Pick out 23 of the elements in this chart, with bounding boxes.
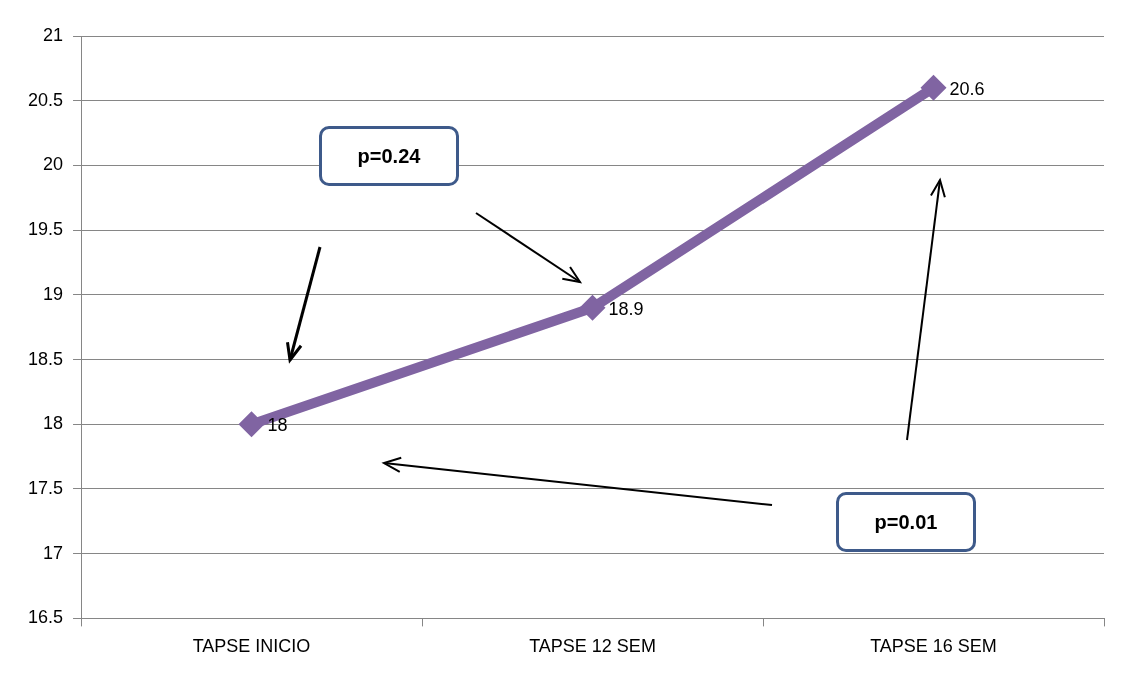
point [920,74,947,101]
x-tick-label: TAPSE INICIO [192,636,311,657]
x-tick-label: TAPSE 16 SEM [870,636,997,657]
callout-box: p=0.01 [836,492,976,552]
x-tick-label: TAPSE 12 SEM [529,636,656,657]
y-tick-label: 21 [43,24,64,45]
point [579,294,606,321]
data-label: 18 [267,415,288,436]
y-tick-label: 19 [43,283,64,304]
y-tick-label: 17 [43,542,64,563]
y-tick-label: 17.5 [27,477,64,498]
annotation: p=0.24 [357,144,421,168]
y-tick-label: 16.5 [27,607,64,628]
data-label: 18.9 [608,298,644,319]
annotation: p=0.01 [874,510,938,534]
y-tick-label: 20 [43,154,64,175]
y-tick-label: 19.5 [27,219,64,240]
y-tick-label: 20.5 [27,89,64,110]
point [238,411,265,438]
y-tick-label: 18 [43,413,64,434]
y-tick-label: 18.5 [27,348,64,369]
data-label: 20.6 [949,78,985,99]
callout-box: p=0.24 [319,126,459,186]
